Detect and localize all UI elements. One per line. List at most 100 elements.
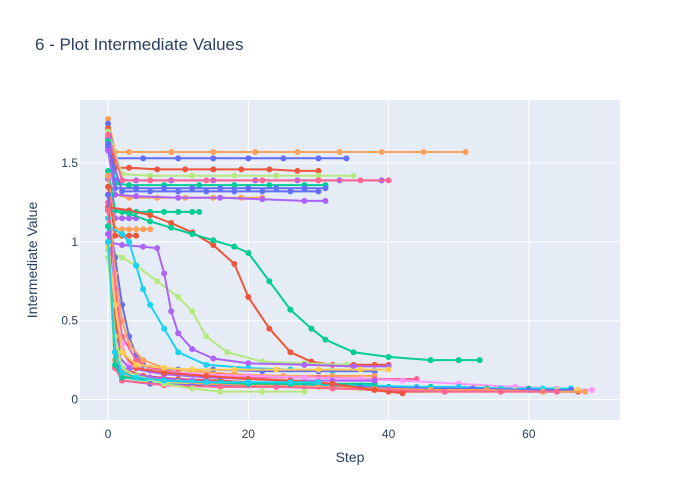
data-point <box>126 164 133 171</box>
data-point <box>119 242 126 249</box>
data-point <box>126 364 133 371</box>
data-point <box>315 177 322 184</box>
series-line <box>107 134 389 182</box>
data-point <box>175 188 182 195</box>
data-point <box>182 166 189 173</box>
data-point <box>189 172 196 179</box>
data-point <box>133 374 140 381</box>
data-point <box>203 379 210 386</box>
data-point <box>385 366 392 373</box>
data-point <box>259 188 266 195</box>
data-point <box>581 388 588 395</box>
data-point <box>350 349 357 356</box>
data-point <box>161 369 168 376</box>
data-point <box>294 167 301 174</box>
data-point <box>385 177 392 184</box>
data-point <box>224 349 231 356</box>
data-point <box>294 149 301 156</box>
data-point <box>112 301 119 308</box>
y-axis-title: Intermediate Value <box>24 202 40 319</box>
series-line <box>107 128 319 172</box>
data-point <box>427 357 434 364</box>
data-point <box>455 357 462 364</box>
data-point <box>203 361 210 368</box>
x-axis-title: Step <box>336 449 365 465</box>
series-lines <box>105 115 595 397</box>
y-tick-label: 1 <box>71 235 78 249</box>
data-point <box>133 262 140 269</box>
data-point <box>119 369 126 376</box>
series-line <box>107 143 326 190</box>
data-point <box>140 243 147 250</box>
data-point <box>105 207 112 214</box>
data-point <box>161 325 168 332</box>
series-38 <box>105 238 322 386</box>
data-point <box>301 361 308 368</box>
series-37 <box>105 242 392 373</box>
data-point <box>308 325 315 332</box>
data-point <box>119 188 126 195</box>
data-point <box>161 208 168 215</box>
data-point <box>399 390 406 397</box>
chart-title: 6 - Plot Intermediate Values <box>35 35 244 54</box>
data-point <box>315 366 322 373</box>
data-point <box>175 294 182 301</box>
data-point <box>287 188 294 195</box>
data-point <box>119 230 126 237</box>
data-point <box>266 325 273 332</box>
data-point <box>140 357 147 364</box>
data-point <box>399 377 406 384</box>
data-point <box>280 155 287 162</box>
data-point <box>161 185 168 192</box>
data-point <box>154 278 161 285</box>
data-point <box>126 182 133 189</box>
y-tick-label: 0 <box>71 393 78 407</box>
data-point <box>231 243 238 250</box>
data-point <box>588 387 595 394</box>
data-point <box>245 379 252 386</box>
data-point <box>210 149 217 156</box>
data-point <box>105 172 112 179</box>
data-point <box>245 155 252 162</box>
y-tick-label: 0.5 <box>61 314 78 328</box>
series-8 <box>105 144 322 195</box>
data-point <box>119 349 126 356</box>
data-point <box>462 149 469 156</box>
data-point <box>210 242 217 249</box>
data-point <box>266 166 273 173</box>
data-point <box>119 254 126 261</box>
data-point <box>231 366 238 373</box>
data-point <box>119 215 126 222</box>
data-point <box>350 172 357 179</box>
data-point <box>105 147 112 154</box>
data-point <box>105 223 112 230</box>
data-point <box>245 360 252 367</box>
data-point <box>217 185 224 192</box>
data-point <box>126 232 133 239</box>
data-point <box>210 166 217 173</box>
data-point <box>133 193 140 200</box>
data-point <box>161 364 168 371</box>
data-point <box>231 182 238 189</box>
data-point <box>175 330 182 337</box>
data-point <box>210 237 217 244</box>
data-point <box>315 172 322 179</box>
data-point <box>105 167 112 174</box>
data-point <box>175 349 182 356</box>
data-point <box>287 306 294 313</box>
data-point <box>203 188 210 195</box>
x-tick-label: 0 <box>105 427 112 441</box>
y-tick-label: 1.5 <box>61 156 78 170</box>
data-point <box>371 387 378 394</box>
data-point <box>245 185 252 192</box>
data-point <box>329 385 336 392</box>
data-point <box>245 249 252 256</box>
data-point <box>168 219 175 226</box>
data-point <box>168 149 175 156</box>
data-point <box>105 115 112 122</box>
data-point <box>231 260 238 267</box>
data-point <box>245 294 252 301</box>
data-point <box>343 155 350 162</box>
data-point <box>266 278 273 285</box>
data-point <box>322 185 329 192</box>
